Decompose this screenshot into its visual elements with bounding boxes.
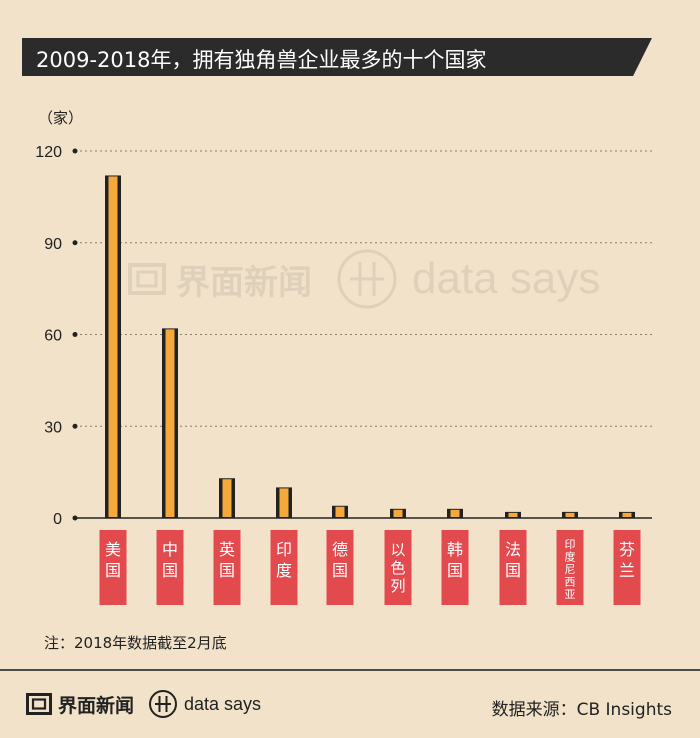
y-tick-dot (72, 240, 78, 246)
category-label-box (213, 530, 241, 605)
category-label-box (156, 530, 184, 605)
category-label: 美国 (105, 540, 121, 580)
category-label-box (613, 530, 641, 605)
bar-accent (222, 479, 232, 517)
bar-accent (279, 488, 289, 517)
category-label-box (384, 530, 412, 605)
category-label-box (270, 530, 298, 605)
y-tick-label: 120 (35, 144, 62, 161)
category-label: 印度尼西亚 (565, 538, 576, 601)
footer-divider (0, 669, 700, 671)
y-tick-label: 30 (44, 419, 62, 436)
y-tick-dot (72, 148, 78, 154)
category-label: 法国 (505, 540, 521, 580)
brand-sub: data says (184, 693, 262, 714)
bar-accent (622, 512, 632, 517)
y-tick-label: 60 (44, 328, 62, 345)
y-axis-unit-label: （家） (38, 109, 83, 127)
category-label: 英国 (219, 540, 235, 580)
category-label: 芬兰 (619, 540, 635, 580)
category-label-box (499, 530, 527, 605)
category-label-box (326, 530, 354, 605)
data-source: 数据来源：CB Insights (491, 700, 672, 720)
category-label: 德国 (332, 540, 348, 580)
data-says-logo-icon (148, 689, 178, 719)
category-label-box (99, 530, 127, 605)
category-label-box (556, 530, 584, 605)
y-tick-dot (72, 423, 78, 429)
category-label: 以色列 (390, 541, 405, 595)
footnote: 注：2018年数据截至2月底 (44, 634, 227, 652)
category-label: 中国 (162, 540, 178, 580)
brand-name: 界面新闻 (58, 694, 135, 717)
bar-accent (393, 509, 403, 517)
y-tick-label: 90 (44, 236, 62, 253)
category-label: 韩国 (447, 540, 463, 580)
y-tick-label: 0 (53, 511, 62, 528)
category-label-box (441, 530, 469, 605)
jiemian-logo-icon (26, 693, 52, 715)
bar-accent (165, 329, 175, 517)
bar-accent (108, 176, 118, 517)
category-label: 印度 (276, 540, 292, 580)
bar-accent (335, 506, 345, 517)
y-tick-dot (72, 332, 78, 337)
bar-accent (508, 512, 518, 517)
brand-footer: 界面新闻 data says (26, 689, 261, 719)
bar-accent (565, 512, 575, 517)
chart-title: 2009-2018年，拥有独角兽企业最多的十个国家 (36, 48, 487, 72)
bar-accent (450, 509, 460, 517)
title-banner: 2009-2018年，拥有独角兽企业最多的十个国家 (22, 38, 652, 76)
